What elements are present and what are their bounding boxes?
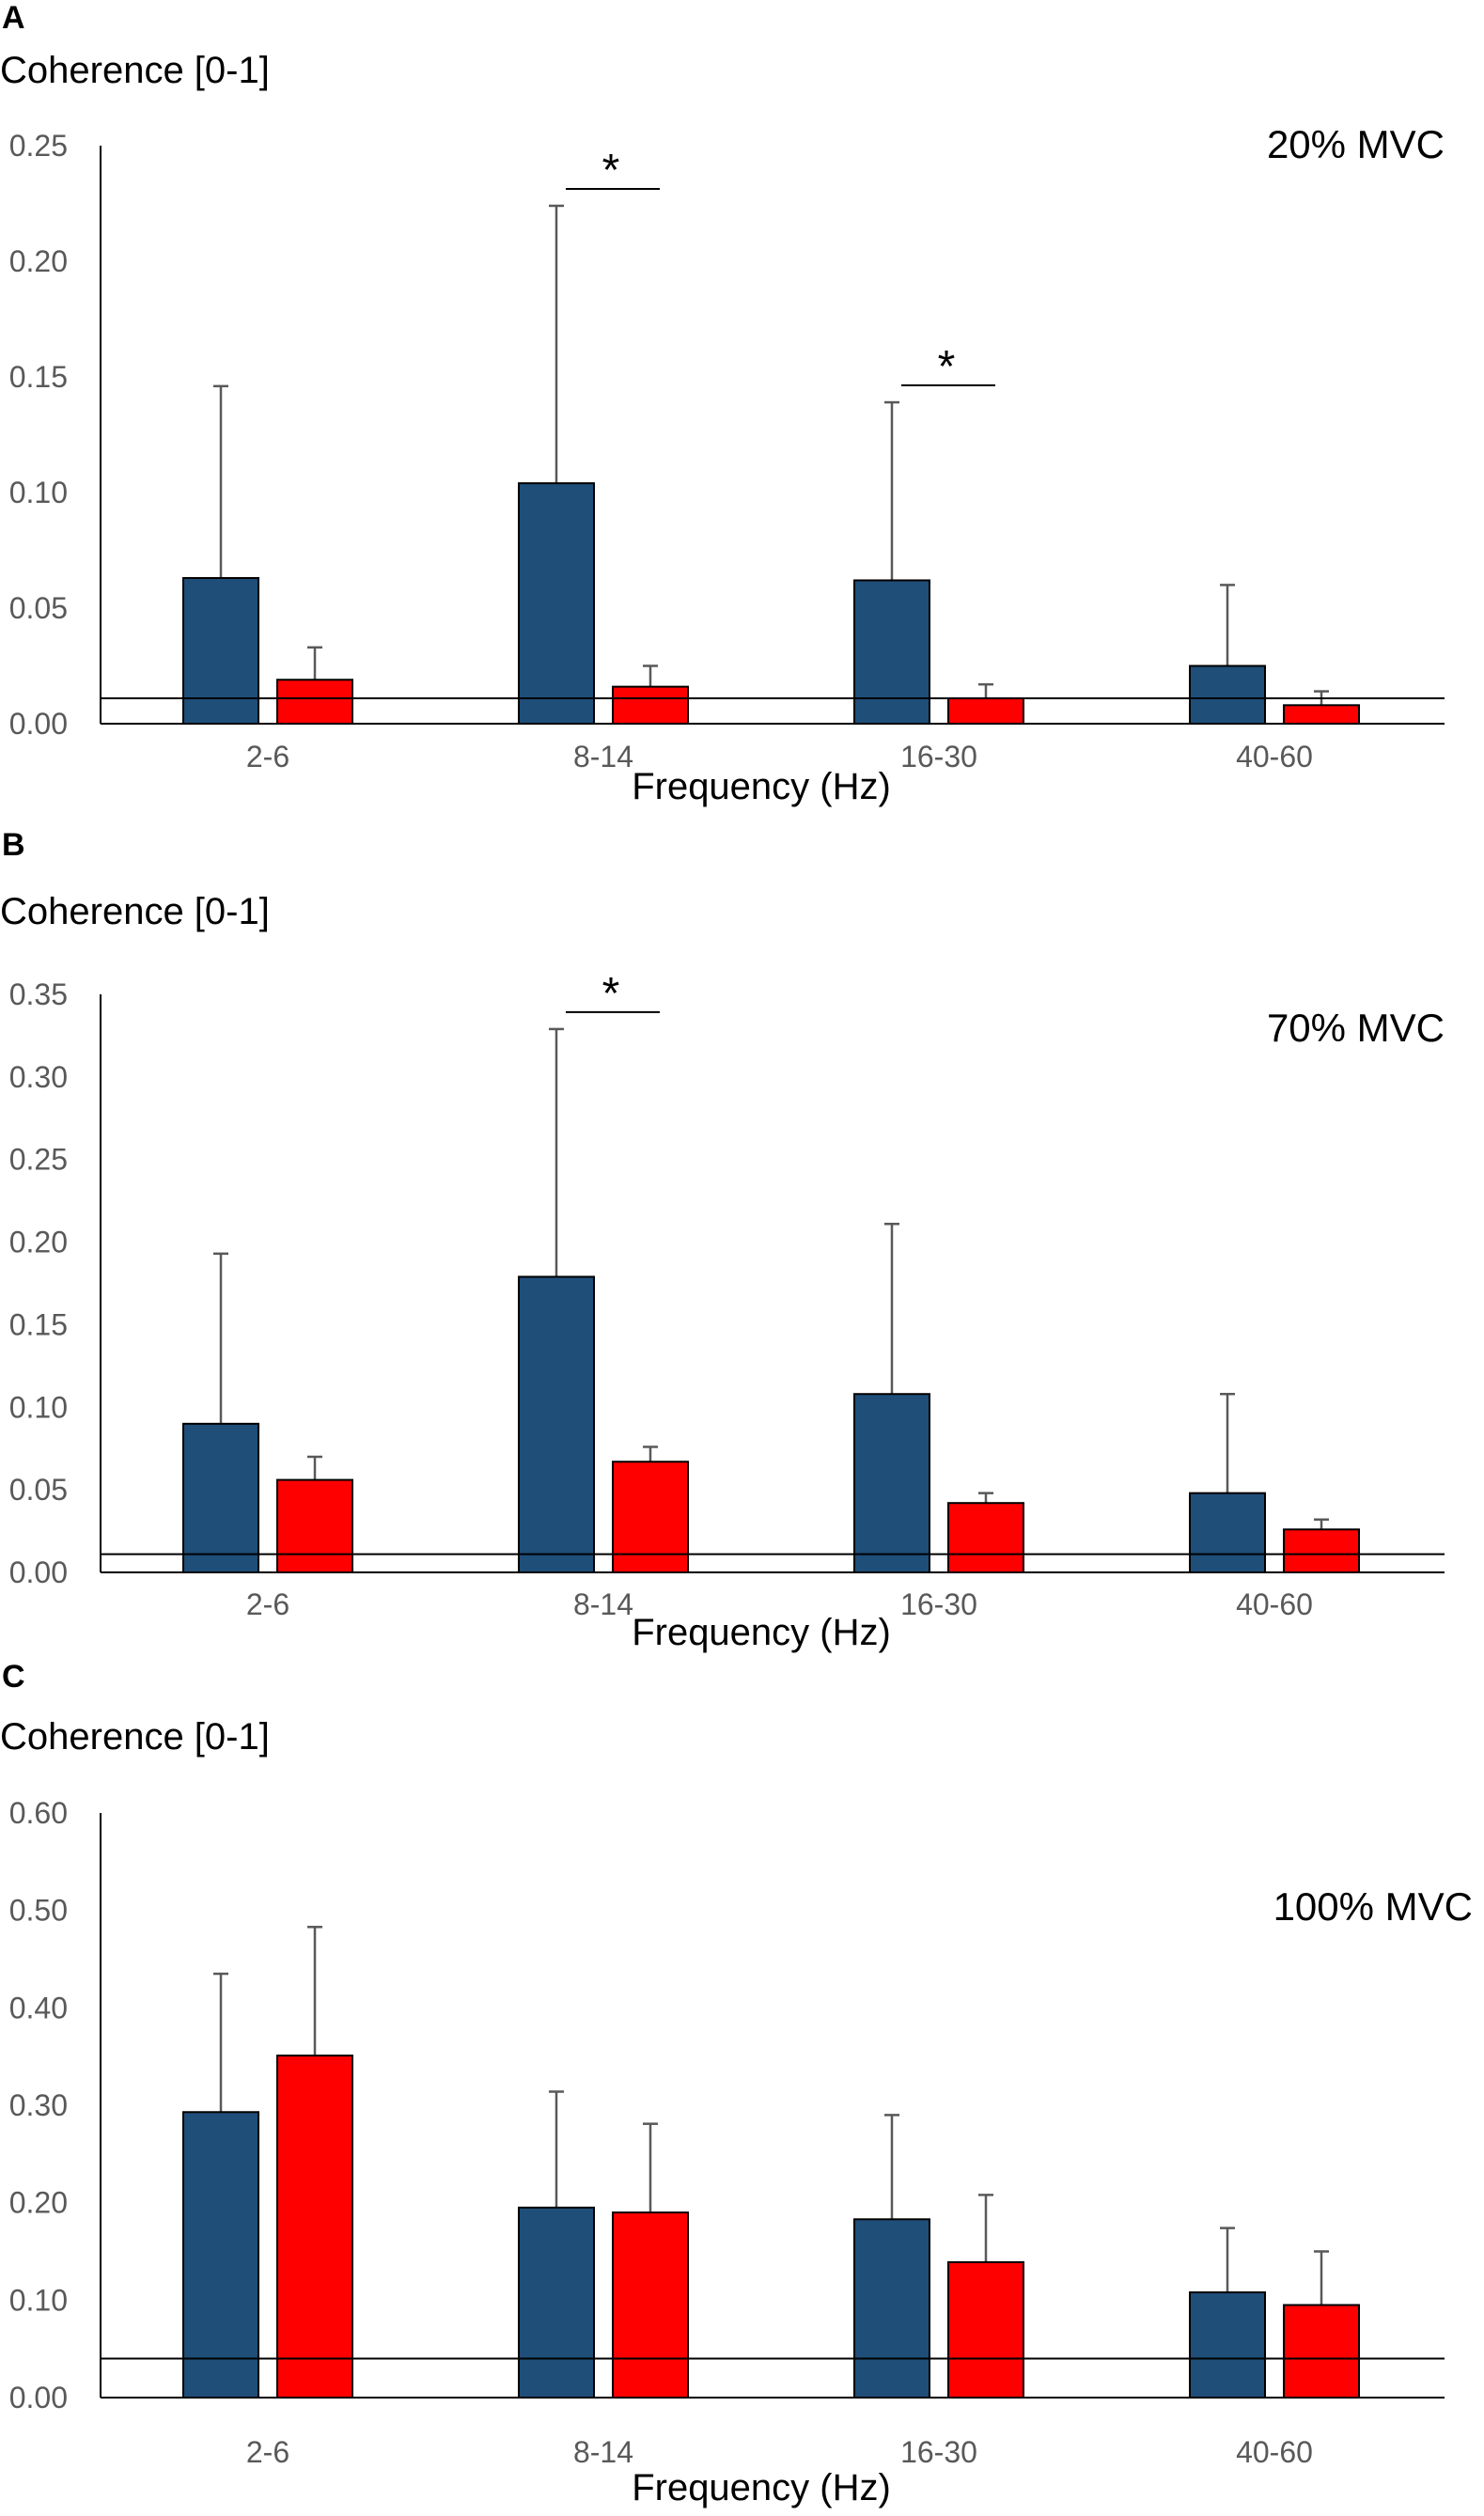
bar (1283, 704, 1360, 726)
significance-star: * (938, 342, 956, 392)
plot-area: 0.00 0.10 0.20 0.30 0.40 0.50 0.60 2-6 8-14 16-30… (9, 1796, 1445, 2469)
y-tick-label: 0.15 (9, 360, 68, 394)
x-tick-label: 16-30 (900, 740, 977, 774)
x-tick-label: 40-60 (1236, 740, 1313, 774)
y-tick-label: 0.20 (9, 244, 68, 278)
bar (518, 1275, 595, 1573)
y-axis-title: Coherence [0-1] (0, 50, 270, 91)
condition-label: 20% MVC (1267, 122, 1445, 166)
bar (276, 2055, 353, 2399)
bar (182, 1422, 259, 1573)
y-tick-label: 0.10 (9, 1390, 68, 1424)
bar (612, 1461, 689, 1573)
y-tick-label: 0.60 (9, 1796, 68, 1830)
y-tick-label: 0.05 (9, 591, 68, 625)
chart-b-svg: B Coherence [0-1] 70% MVC 0.000.050.100.… (0, 827, 1445, 1653)
x-tick-label: 8-14 (573, 1587, 633, 1621)
y-tick-label: 0.05 (9, 1473, 68, 1507)
x-tick-label: 2-6 (246, 2435, 289, 2469)
chart-panel-a: A Coherence [0-1] 20% MVC 0.00 0.05 0.10 0.… (0, 0, 1484, 827)
significance-star: * (602, 146, 620, 195)
bar (1189, 664, 1266, 725)
y-tick-label: 0.35 (9, 977, 68, 1011)
bar (612, 685, 689, 726)
y-tick-label: 0.20 (9, 1226, 68, 1259)
y-tick-label: 0.50 (9, 1894, 68, 1928)
bar (518, 2206, 595, 2399)
plot-area: 0.00 0.05 0.10 0.15 0.20 0.25 2-6 8-14 16-30 40-6… (9, 129, 1445, 774)
bar (1189, 1492, 1266, 1574)
y-tick-label: 0.15 (9, 1307, 68, 1341)
bar (276, 679, 353, 726)
bar (518, 482, 595, 725)
x-tick-label: 2-6 (246, 740, 289, 774)
bar (947, 2260, 1024, 2399)
panel-letter: A (2, 0, 25, 36)
x-axis-title: Frequency (Hz) (632, 766, 891, 807)
y-tick-label: 0.25 (9, 1143, 68, 1177)
y-tick-label: 0.25 (9, 129, 68, 163)
significance-star: * (602, 969, 620, 1019)
chart-panel-c: C Coherence [0-1] 100% MVC 0.00 0.10 0.20 0… (0, 1654, 1484, 2516)
y-tick-label: 0.40 (9, 1991, 68, 2024)
y-tick-label: 0.20 (9, 2186, 68, 2220)
chart-c-svg: C Coherence [0-1] 100% MVC 0.000.100.200… (0, 1659, 1473, 2508)
y-tick-label: 0.10 (9, 476, 68, 509)
bar (853, 579, 930, 725)
bar (1283, 2304, 1360, 2399)
bar (853, 1393, 930, 1573)
y-axis-title: Coherence [0-1] (0, 891, 270, 932)
x-tick-label: 40-60 (1236, 1587, 1313, 1621)
chart-a-svg: A Coherence [0-1] 20% MVC 0.000.050.100.… (0, 0, 1445, 807)
y-tick-label: 0.00 (9, 707, 68, 741)
bar (853, 2218, 930, 2399)
x-axis-title: Frequency (Hz) (632, 1612, 891, 1653)
y-tick-label: 0.00 (9, 2381, 68, 2414)
plot-area: 0.00 0.05 0.10 0.15 0.20 0.25 0.30 0.35 2-6 8-14 1… (9, 969, 1445, 1621)
bar (947, 1502, 1024, 1574)
y-tick-label: 0.30 (9, 2088, 68, 2122)
y-tick-label: 0.00 (9, 1555, 68, 1589)
bar (1283, 1528, 1360, 1573)
y-tick-label: 0.10 (9, 2283, 68, 2317)
x-tick-label: 16-30 (900, 1587, 977, 1621)
bar (276, 1478, 353, 1573)
panel-letter: C (2, 1659, 25, 1695)
y-tick-label: 0.30 (9, 1060, 68, 1094)
x-axis-title: Frequency (Hz) (632, 2467, 891, 2508)
bar (1189, 2291, 1266, 2399)
x-tick-label: 8-14 (573, 740, 633, 774)
x-tick-label: 2-6 (246, 1587, 289, 1621)
chart-panel-b: B Coherence [0-1] 70% MVC 0.00 0.05 0.10 0.… (0, 827, 1484, 1654)
bar (947, 696, 1024, 726)
bar (612, 2211, 689, 2399)
x-tick-label: 16-30 (900, 2435, 977, 2469)
bar (182, 2111, 259, 2399)
x-tick-label: 8-14 (573, 2435, 633, 2469)
y-axis-title: Coherence [0-1] (0, 1716, 270, 1758)
condition-label: 70% MVC (1267, 1006, 1445, 1050)
x-tick-label: 40-60 (1236, 2435, 1313, 2469)
bar (182, 577, 259, 726)
condition-label: 100% MVC (1273, 1884, 1473, 1929)
panel-letter: B (2, 827, 25, 863)
